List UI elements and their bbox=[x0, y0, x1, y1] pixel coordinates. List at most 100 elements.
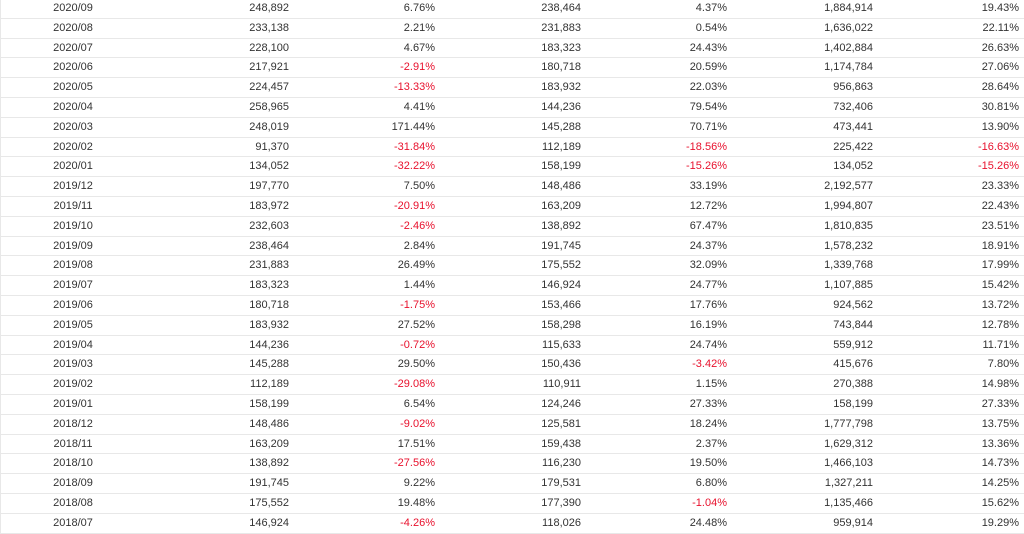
value-cell: 183,972 bbox=[249, 199, 289, 212]
cumulative-change-cell: 22.43% bbox=[981, 199, 1019, 212]
prior-value-cell: 125,581 bbox=[541, 417, 581, 430]
value-cell: 217,921 bbox=[249, 61, 289, 74]
month-cell: 2020/02 bbox=[53, 140, 93, 153]
value-cell: 248,019 bbox=[249, 120, 289, 133]
prior-value-cell: 158,199 bbox=[541, 160, 581, 173]
month-cell: 2020/06 bbox=[53, 61, 93, 74]
month-cell: 2018/08 bbox=[53, 496, 93, 509]
prior-change-cell: 70.71% bbox=[689, 120, 727, 133]
value-cell: 144,236 bbox=[249, 338, 289, 351]
prior-value-cell: 163,209 bbox=[541, 199, 581, 212]
cumulative-change-cell: 15.62% bbox=[981, 496, 1019, 509]
prior-value-cell: 183,932 bbox=[541, 81, 581, 94]
cumulative-cell: 134,052 bbox=[833, 160, 873, 173]
change-cell: 19.48% bbox=[397, 496, 435, 509]
value-cell: 224,457 bbox=[249, 81, 289, 94]
month-cell: 2019/10 bbox=[53, 219, 93, 232]
change-cell: 4.67% bbox=[403, 41, 435, 54]
cumulative-change-cell: 27.06% bbox=[981, 61, 1019, 74]
prior-change-cell: -15.26% bbox=[686, 160, 727, 173]
prior-value-cell: 183,323 bbox=[541, 41, 581, 54]
cumulative-cell: 1,636,022 bbox=[824, 21, 873, 34]
cumulative-change-cell: 23.51% bbox=[981, 219, 1019, 232]
prior-value-cell: 153,466 bbox=[541, 298, 581, 311]
prior-change-cell: 6.80% bbox=[695, 477, 727, 490]
table-row: 2018/12 148,486 -9.02% 125,581 18.24% 1,777,7… bbox=[0, 414, 1024, 435]
prior-value-cell: 146,924 bbox=[541, 279, 581, 292]
change-cell: 6.54% bbox=[403, 397, 435, 410]
cumulative-cell: 415,676 bbox=[833, 358, 873, 371]
change-cell: 6.76% bbox=[403, 2, 435, 14]
month-cell: 2019/03 bbox=[53, 358, 93, 371]
change-cell: 9.22% bbox=[403, 477, 435, 490]
value-cell: 248,892 bbox=[249, 2, 289, 14]
table-row: 2019/08 231,883 26.49% 175,552 32.09% 1,339,7… bbox=[0, 256, 1024, 277]
value-cell: 238,464 bbox=[249, 239, 289, 252]
cumulative-change-cell: 7.80% bbox=[987, 358, 1019, 371]
prior-value-cell: 231,883 bbox=[541, 21, 581, 34]
prior-change-cell: 1.15% bbox=[695, 378, 727, 391]
value-cell: 148,486 bbox=[249, 417, 289, 430]
month-cell: 2019/02 bbox=[53, 378, 93, 391]
cumulative-cell: 1,174,784 bbox=[824, 61, 873, 74]
cumulative-cell: 1,810,835 bbox=[824, 219, 873, 232]
value-cell: 180,718 bbox=[249, 298, 289, 311]
value-cell: 183,932 bbox=[249, 318, 289, 331]
prior-value-cell: 145,288 bbox=[541, 120, 581, 133]
change-cell: 29.50% bbox=[397, 358, 435, 371]
cumulative-change-cell: 14.73% bbox=[981, 457, 1019, 470]
table-row: 2020/01 134,052 -32.22% 158,199 -15.26% 134,0… bbox=[0, 157, 1024, 178]
cumulative-cell: 158,199 bbox=[833, 397, 873, 410]
month-cell: 2018/12 bbox=[53, 417, 93, 430]
table-row: 2019/12 197,770 7.50% 148,486 33.19% 2,192,57… bbox=[0, 177, 1024, 197]
prior-change-cell: 0.54% bbox=[695, 21, 727, 34]
cumulative-change-cell: 17.99% bbox=[981, 259, 1019, 272]
change-cell: 1.44% bbox=[403, 279, 435, 292]
cumulative-change-cell: 14.98% bbox=[981, 378, 1019, 391]
value-cell: 233,138 bbox=[249, 21, 289, 34]
cumulative-change-cell: 13.90% bbox=[981, 120, 1019, 133]
table-row: 2019/06 180,718 -1.75% 153,466 17.76% 924,562… bbox=[0, 295, 1024, 316]
prior-change-cell: 16.19% bbox=[689, 318, 727, 331]
cumulative-cell: 1,339,768 bbox=[824, 259, 873, 272]
value-cell: 138,892 bbox=[249, 457, 289, 470]
change-cell: 7.50% bbox=[403, 180, 435, 193]
table-row: 2019/07 183,323 1.44% 146,924 24.77% 1,107,88… bbox=[0, 276, 1024, 296]
value-cell: 158,199 bbox=[249, 397, 289, 410]
change-cell: -2.91% bbox=[400, 61, 435, 74]
prior-value-cell: 179,531 bbox=[541, 477, 581, 490]
table-row: 2018/11 163,209 17.51% 159,438 2.37% 1,629,31… bbox=[0, 434, 1024, 455]
prior-change-cell: 24.48% bbox=[689, 516, 727, 529]
change-cell: 17.51% bbox=[397, 437, 435, 450]
cumulative-cell: 743,844 bbox=[833, 318, 873, 331]
cumulative-cell: 924,562 bbox=[833, 298, 873, 311]
month-cell: 2020/01 bbox=[53, 160, 93, 173]
month-cell: 2018/07 bbox=[53, 516, 93, 529]
value-cell: 145,288 bbox=[249, 358, 289, 371]
table-row: 2019/10 232,603 -2.46% 138,892 67.47% 1,810,8… bbox=[0, 216, 1024, 237]
value-cell: 228,100 bbox=[249, 41, 289, 54]
cumulative-change-cell: 15.42% bbox=[981, 279, 1019, 292]
cumulative-change-cell: -15.26% bbox=[978, 160, 1019, 173]
prior-value-cell: 112,189 bbox=[542, 140, 581, 153]
prior-value-cell: 115,633 bbox=[542, 338, 581, 351]
cumulative-cell: 225,422 bbox=[833, 140, 873, 153]
change-cell: -4.26% bbox=[400, 516, 435, 529]
month-cell: 2020/05 bbox=[53, 81, 93, 94]
table-row: 2018/07 146,924 -4.26% 118,026 24.48% 959,914… bbox=[0, 513, 1024, 534]
prior-value-cell: 116,230 bbox=[542, 457, 581, 470]
month-cell: 2020/07 bbox=[53, 41, 93, 54]
cumulative-cell: 1,777,798 bbox=[824, 417, 873, 430]
cumulative-change-cell: 22.11% bbox=[982, 21, 1020, 34]
month-cell: 2018/11 bbox=[53, 437, 93, 450]
cumulative-change-cell: 13.75% bbox=[981, 417, 1019, 430]
table-row: 2020/02 91,370 -31.84% 112,189 -18.56% 225,42… bbox=[0, 137, 1024, 158]
cumulative-cell: 1,327,211 bbox=[824, 477, 873, 490]
prior-change-cell: 33.19% bbox=[689, 180, 727, 193]
value-cell: 191,745 bbox=[249, 477, 289, 490]
cumulative-cell: 1,135,466 bbox=[824, 496, 873, 509]
month-cell: 2019/11 bbox=[53, 199, 93, 212]
change-cell: -32.22% bbox=[394, 160, 435, 173]
value-cell: 146,924 bbox=[249, 516, 289, 529]
